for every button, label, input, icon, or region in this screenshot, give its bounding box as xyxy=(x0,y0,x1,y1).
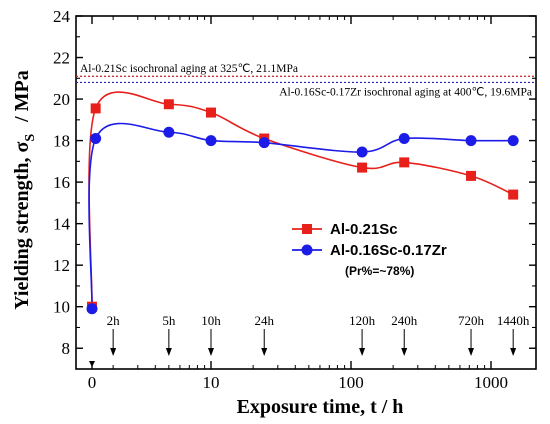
time-marker-arrowhead xyxy=(208,348,214,356)
data-point-series-2 xyxy=(398,133,410,145)
time-marker-label: 1440h xyxy=(497,313,530,328)
time-marker-label: 5h xyxy=(162,313,176,328)
y-tick-label: 12 xyxy=(53,256,70,275)
svg-text:Yielding strength, σS/ MPa: Yielding strength, σS / MPa xyxy=(11,70,38,310)
reference-lines: Al-0.21Sc isochronal aging at 325℃, 21.1… xyxy=(76,63,536,98)
y-axis-title-subscript: S xyxy=(23,134,38,142)
y-tick-label: 8 xyxy=(62,339,71,358)
data-point-series-1 xyxy=(399,157,410,168)
data-point-series-1 xyxy=(90,103,101,114)
data-point-series-2 xyxy=(86,303,98,315)
legend-swatch-square xyxy=(302,224,312,234)
data-point-series-2 xyxy=(507,135,519,147)
data-point-series-2 xyxy=(465,135,477,147)
data-point-series-1 xyxy=(357,162,368,173)
y-tick-label: 20 xyxy=(53,90,70,109)
data-point-series-1 xyxy=(163,99,174,110)
legend-label-series-1: Al-0.21Sc xyxy=(330,221,398,238)
time-marker-label: 2h xyxy=(107,313,121,328)
time-marker-label: 24h xyxy=(254,313,274,328)
time-markers: 2h 5h 10h 24h 120h 240h 720h 1440h xyxy=(107,313,530,356)
time-marker-arrowhead xyxy=(261,348,268,356)
time-marker-arrowhead xyxy=(165,348,172,356)
y-axis-title-unit: / MPa xyxy=(11,70,33,123)
legend-label-series-2: Al-0.16Sc-0.17Zr xyxy=(330,242,447,259)
y-tick-label: 18 xyxy=(53,132,70,151)
y-axis-title-group: Yielding strength, σS / MPa xyxy=(11,70,38,310)
x-tick-label: 0 xyxy=(88,373,97,392)
x-axis-title: Exposure time, t / h xyxy=(237,396,404,418)
legend: Al-0.21Sc Al-0.16Sc-0.17Zr (Pr%=~78%) xyxy=(292,221,447,278)
x-tick-label: 1000 xyxy=(474,373,508,392)
y-tick-label: 22 xyxy=(53,49,70,68)
data-point-series-1 xyxy=(466,170,477,181)
legend-note: (Pr%=~78%) xyxy=(345,264,414,278)
legend-swatch-circle xyxy=(301,244,313,256)
data-point-series-2 xyxy=(356,146,368,158)
y-axis: 8 10 12 14 16 18 20 22 24 xyxy=(53,7,536,358)
time-marker-arrowhead xyxy=(401,348,408,356)
time-marker-label: 720h xyxy=(458,313,485,328)
data-point-series-2 xyxy=(205,135,217,147)
time-marker-arrowhead xyxy=(510,348,517,356)
plot-frame xyxy=(75,15,537,370)
time-marker-arrowhead xyxy=(359,348,366,356)
legend-item-series-2: Al-0.16Sc-0.17Zr xyxy=(292,242,447,259)
series-curves xyxy=(88,91,514,309)
time-marker-arrowhead xyxy=(110,348,117,356)
origin-arrow xyxy=(89,361,95,367)
data-point-series-2 xyxy=(163,126,175,138)
data-point-series-2 xyxy=(258,137,270,149)
data-point-series-1 xyxy=(206,107,216,118)
time-marker-label: 10h xyxy=(201,313,221,328)
time-marker-label: 240h xyxy=(391,313,418,328)
y-tick-label: 10 xyxy=(53,298,70,317)
data-point-series-2 xyxy=(90,133,102,145)
data-point-series-1 xyxy=(508,189,519,200)
reference-line-label: Al-0.16Sc-0.17Zr isochronal aging at 400… xyxy=(279,86,532,98)
series-line-1 xyxy=(88,91,514,307)
x-tick-label: 10 xyxy=(203,373,220,392)
y-tick-label: 14 xyxy=(53,215,71,234)
y-axis-title: Yielding strength, σ xyxy=(11,142,33,310)
y-tick-label: 24 xyxy=(53,7,71,26)
reference-line-label: Al-0.21Sc isochronal aging at 325℃, 21.1… xyxy=(80,63,298,75)
x-axis: 0 10 100 1000 xyxy=(88,16,508,392)
series-points xyxy=(86,99,519,315)
y-tick-label: 16 xyxy=(53,173,70,192)
time-marker-arrowhead xyxy=(468,348,475,356)
time-marker-label: 120h xyxy=(349,313,376,328)
legend-item-series-1: Al-0.21Sc xyxy=(292,221,398,238)
x-tick-label: 100 xyxy=(338,373,364,392)
